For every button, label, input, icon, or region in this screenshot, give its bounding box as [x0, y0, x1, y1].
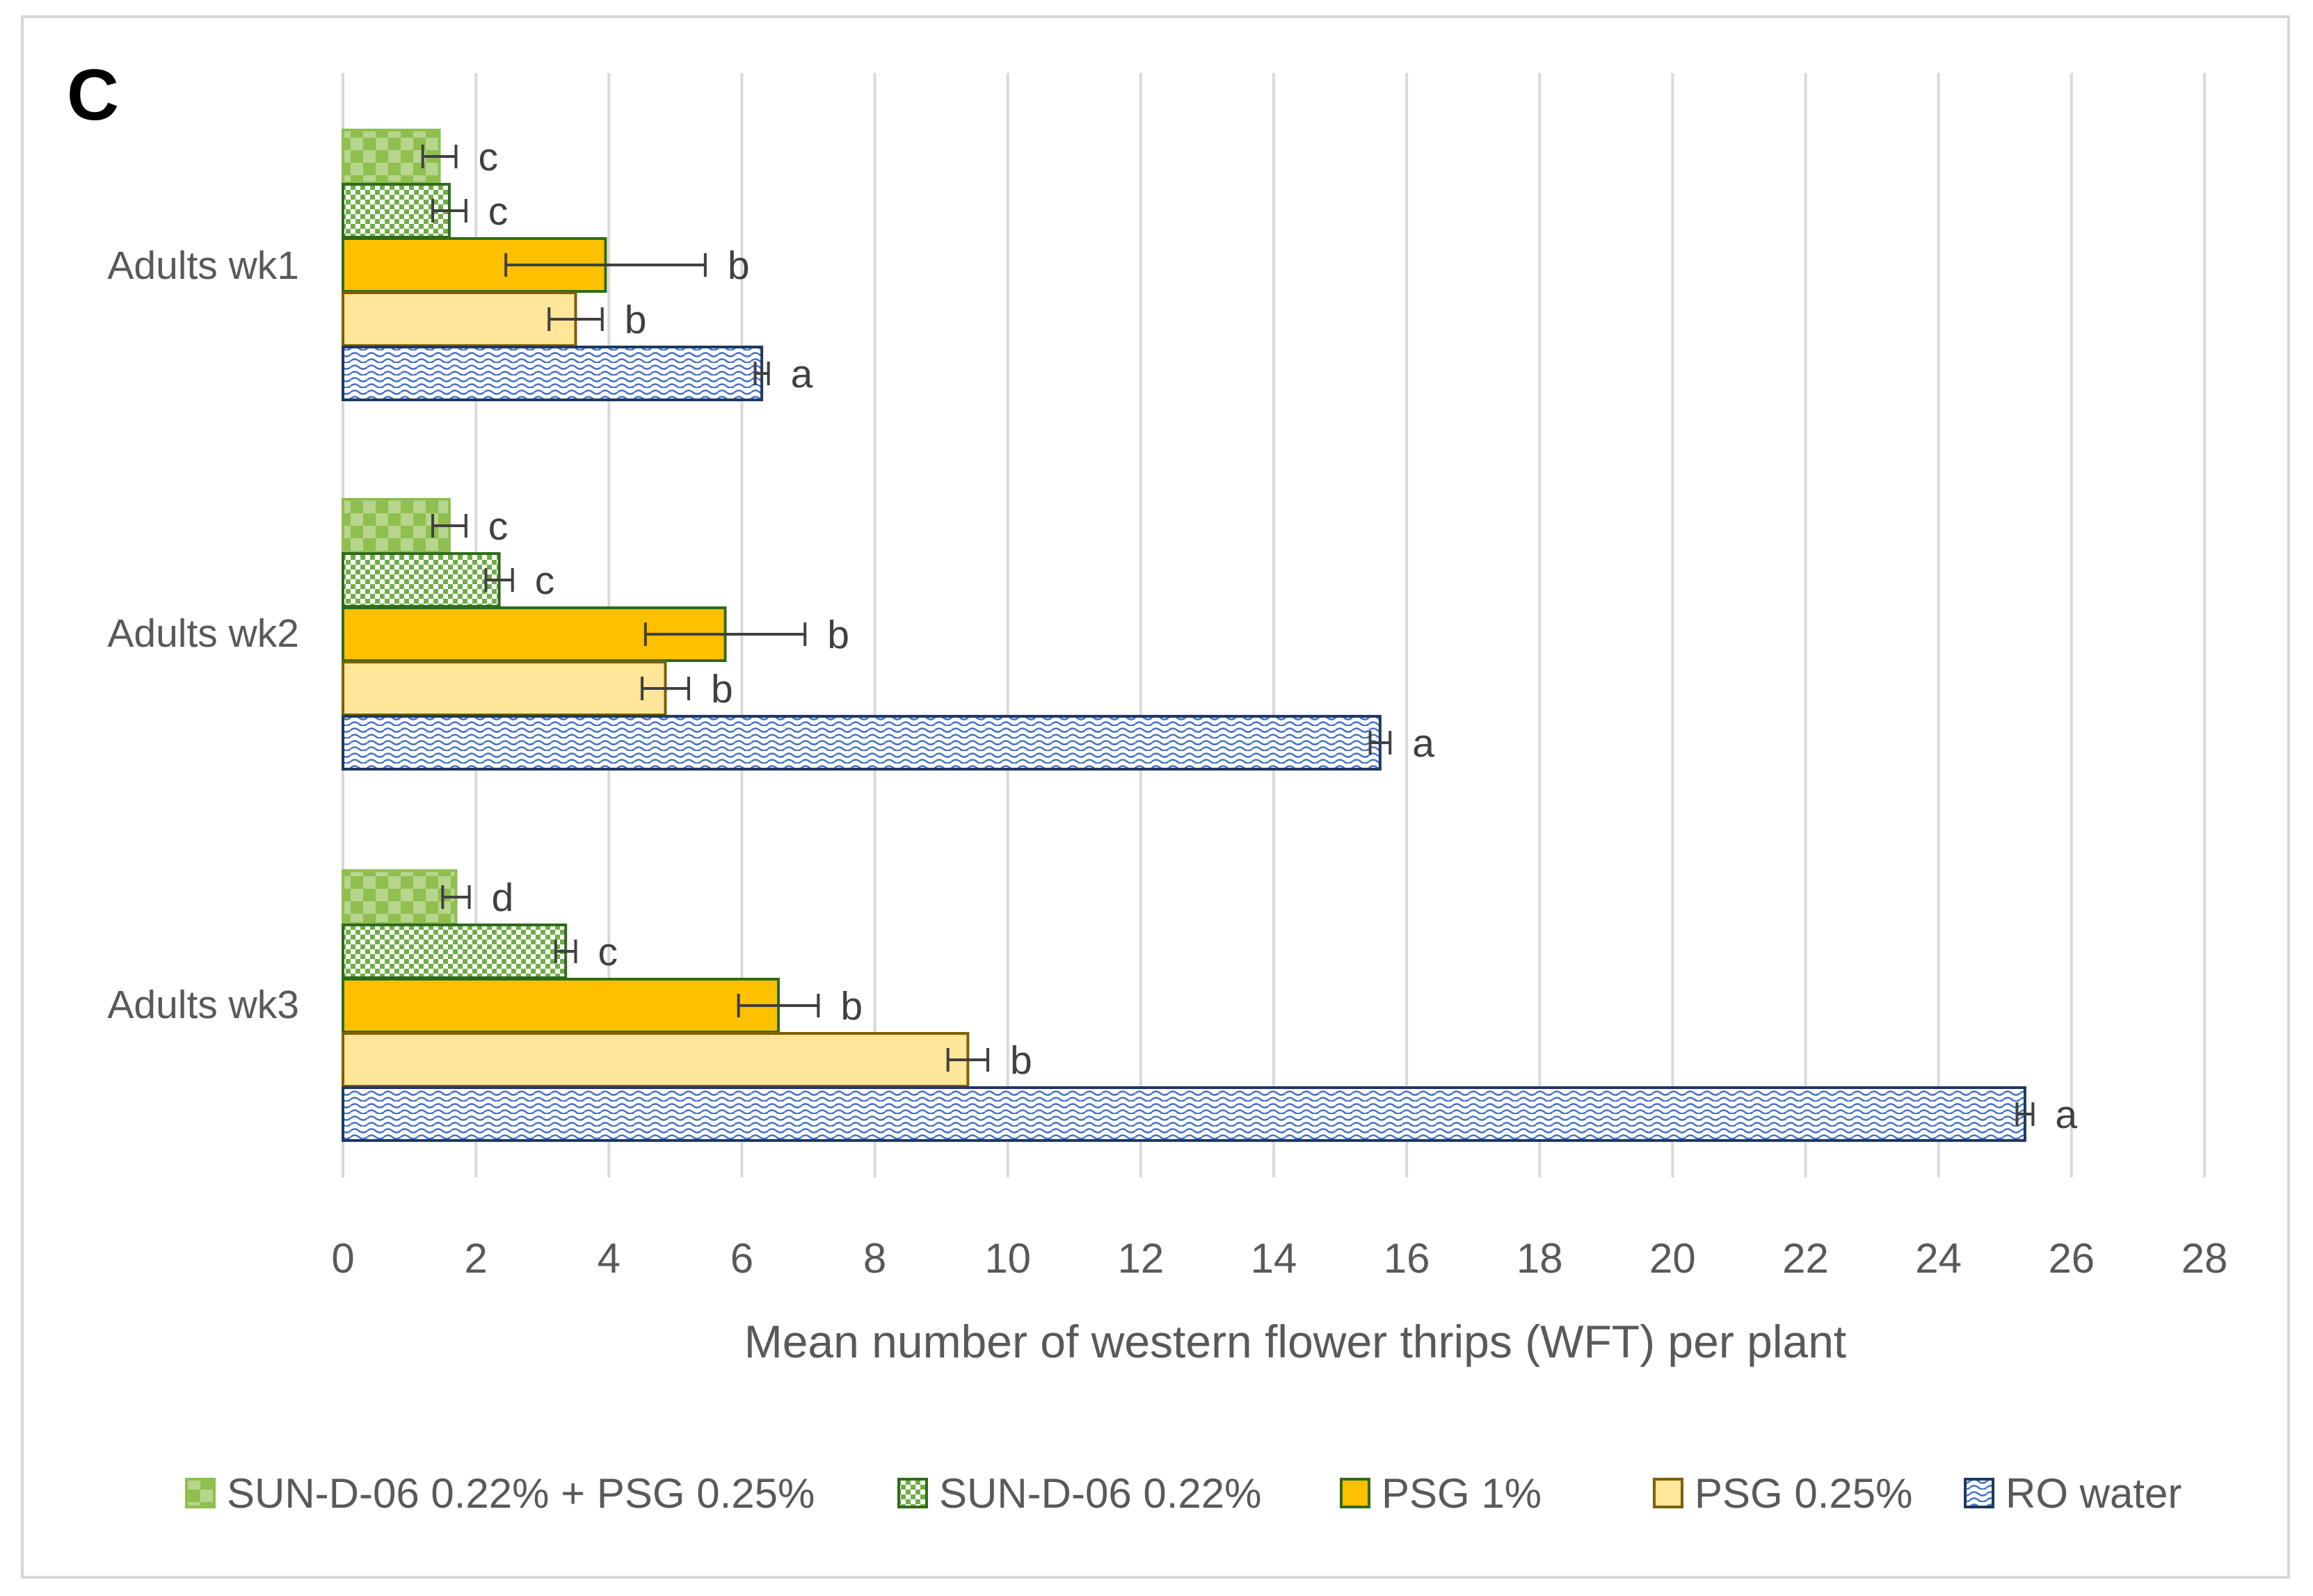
legend-label: SUN-D-06 0.22%	[939, 1470, 1262, 1517]
significance-letter: b	[711, 667, 733, 711]
bar	[342, 552, 501, 608]
significance-letter: b	[728, 243, 750, 288]
legend: SUN-D-06 0.22% + PSG 0.25% SUN-D-06 0.22%…	[185, 1470, 2182, 1517]
x-tick-label: 26	[2048, 1235, 2095, 1282]
x-tick-label: 8	[863, 1235, 886, 1282]
significance-letter: c	[478, 135, 498, 179]
x-tick-label: 6	[730, 1235, 753, 1282]
bar	[342, 924, 568, 979]
x-tick-label: 18	[1516, 1235, 1563, 1282]
legend-swatch	[1653, 1478, 1683, 1508]
significance-letter: b	[625, 298, 647, 342]
x-tick-label: 22	[1782, 1235, 1829, 1282]
x-tick-label: 16	[1384, 1235, 1430, 1282]
significance-letter: d	[492, 876, 514, 920]
x-tick-labels: 0 2 4 6 8 10 12 14 16 18 20 22 24 26 28	[331, 1235, 2227, 1282]
significance-letter: c	[535, 558, 555, 603]
category-labels: Adults wk1 Adults wk2 Adults wk3	[107, 243, 299, 1027]
bar	[342, 869, 458, 925]
legend-label: RO water	[2006, 1470, 2182, 1517]
legend-swatch	[1964, 1478, 1994, 1508]
bar	[342, 978, 780, 1033]
significance-letter: b	[840, 984, 863, 1029]
x-tick-label: 28	[2182, 1235, 2228, 1282]
legend-label: PSG 1%	[1382, 1470, 1542, 1517]
bars	[342, 129, 2026, 1142]
bar	[342, 1032, 970, 1088]
x-tick-label: 0	[331, 1235, 354, 1282]
x-tick-label: 12	[1117, 1235, 1164, 1282]
category-label: Adults wk3	[107, 983, 299, 1027]
bar	[342, 291, 577, 347]
x-tick-label: 2	[464, 1235, 487, 1282]
legend-label: SUN-D-06 0.22% + PSG 0.25%	[227, 1470, 815, 1517]
x-tick-label: 10	[984, 1235, 1031, 1282]
significance-letter: a	[2055, 1093, 2077, 1137]
x-tick-label: 4	[598, 1235, 621, 1282]
significance-letter: a	[1412, 721, 1434, 766]
significance-letter: c	[488, 504, 509, 549]
significance-letter: c	[598, 930, 618, 974]
error-bars	[421, 145, 2035, 1126]
legend-swatch	[185, 1478, 216, 1508]
significance-letter: b	[827, 613, 849, 657]
legend-label: PSG 0.25%	[1695, 1470, 1913, 1517]
bar	[342, 715, 1382, 771]
significance-letter: b	[1010, 1038, 1032, 1083]
category-label: Adults wk1	[107, 243, 299, 288]
bar	[342, 346, 764, 401]
category-label: Adults wk2	[107, 611, 299, 656]
panel-letter: C	[67, 55, 119, 136]
x-axis-title: Mean number of western flower thrips (WF…	[744, 1316, 1847, 1367]
legend-swatch	[1340, 1478, 1370, 1508]
significance-letter: a	[791, 352, 813, 396]
x-tick-label: 14	[1251, 1235, 1297, 1282]
legend-swatch	[897, 1478, 928, 1508]
x-tick-label: 20	[1649, 1235, 1696, 1282]
significance-letter: c	[488, 189, 509, 234]
bar	[342, 1086, 2026, 1142]
bar	[342, 661, 667, 716]
x-tick-label: 24	[1915, 1235, 1962, 1282]
